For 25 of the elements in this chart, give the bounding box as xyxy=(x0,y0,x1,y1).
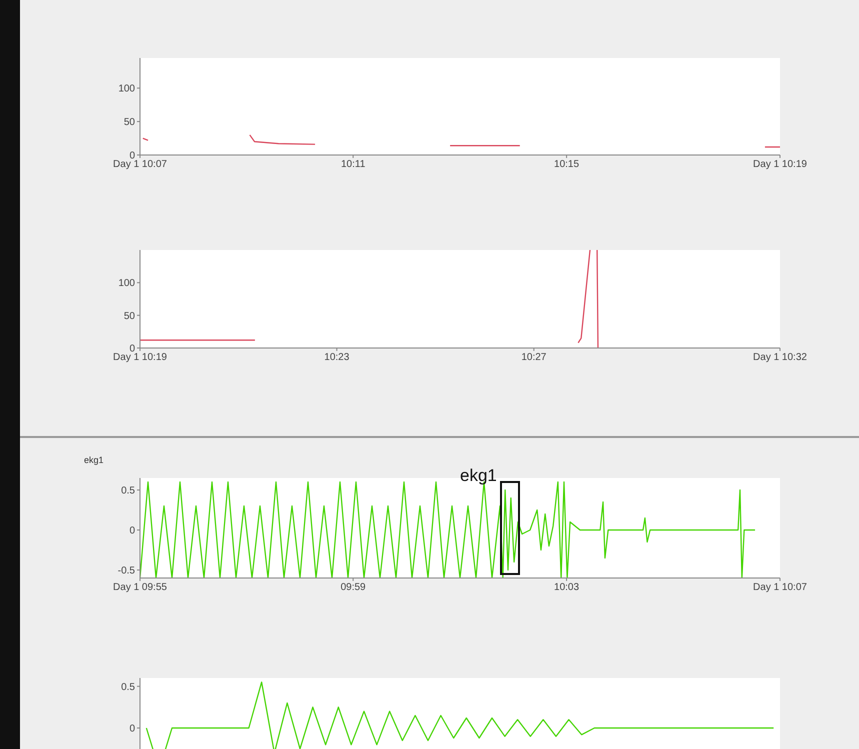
y-tick-label: 0 xyxy=(129,724,136,735)
y-tick-label: 0 xyxy=(129,526,136,537)
x-tick-label: 10:23 xyxy=(324,352,350,364)
chart-title: ekg1 xyxy=(84,455,104,465)
y-tick-label: 100 xyxy=(118,84,136,95)
x-tick-label: Day 1 10:07 xyxy=(753,582,808,594)
x-tick-label: 10:15 xyxy=(554,159,580,170)
y-tick-label: 100 xyxy=(118,278,136,290)
y-tick-label: 0.5 xyxy=(121,486,136,497)
y-tick-label: 50 xyxy=(124,117,136,128)
x-tick-label: Day 1 10:19 xyxy=(753,159,808,170)
annotation: ekg1 xyxy=(460,466,497,486)
y-tick-label: 0 xyxy=(129,150,136,162)
x-tick-label: Day 1 10:32 xyxy=(753,352,808,364)
x-tick-label: 10:03 xyxy=(554,582,580,594)
x-tick-label: 09:59 xyxy=(340,582,366,594)
x-tick-label: Day 1 09:55 xyxy=(113,582,168,594)
y-tick-label: 0 xyxy=(129,344,136,355)
x-tick-label: Day 1 10:19 xyxy=(113,352,168,364)
x-tick-label: 10:27 xyxy=(521,352,547,364)
y-tick-label: 50 xyxy=(124,310,136,322)
x-tick-label: 10:11 xyxy=(340,159,366,170)
y-tick-label: -0.5 xyxy=(118,566,136,577)
y-tick-label: 0.5 xyxy=(121,682,136,693)
x-tick-label: Day 1 10:07 xyxy=(113,159,168,170)
